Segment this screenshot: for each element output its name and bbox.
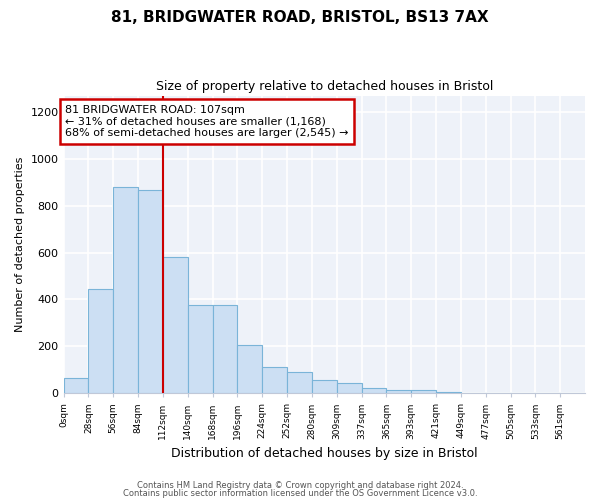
Bar xyxy=(262,367,287,394)
Text: 81 BRIDGWATER ROAD: 107sqm
← 31% of detached houses are smaller (1,168)
68% of s: 81 BRIDGWATER ROAD: 107sqm ← 31% of deta… xyxy=(65,105,349,138)
Bar xyxy=(212,306,238,394)
Bar xyxy=(238,345,262,394)
Bar xyxy=(163,258,188,394)
Bar xyxy=(113,188,138,394)
Y-axis label: Number of detached properties: Number of detached properties xyxy=(15,156,25,332)
Bar xyxy=(436,392,461,394)
Title: Size of property relative to detached houses in Bristol: Size of property relative to detached ho… xyxy=(155,80,493,93)
Bar xyxy=(411,390,436,394)
X-axis label: Distribution of detached houses by size in Bristol: Distribution of detached houses by size … xyxy=(171,447,478,460)
Bar xyxy=(188,306,212,394)
Text: Contains public sector information licensed under the OS Government Licence v3.0: Contains public sector information licen… xyxy=(122,488,478,498)
Bar xyxy=(312,380,337,394)
Bar xyxy=(287,372,312,394)
Bar xyxy=(88,290,113,394)
Bar xyxy=(362,388,386,394)
Text: Contains HM Land Registry data © Crown copyright and database right 2024.: Contains HM Land Registry data © Crown c… xyxy=(137,481,463,490)
Bar xyxy=(138,190,163,394)
Bar xyxy=(64,378,88,394)
Text: 81, BRIDGWATER ROAD, BRISTOL, BS13 7AX: 81, BRIDGWATER ROAD, BRISTOL, BS13 7AX xyxy=(111,10,489,25)
Bar xyxy=(337,384,362,394)
Bar xyxy=(386,390,411,394)
